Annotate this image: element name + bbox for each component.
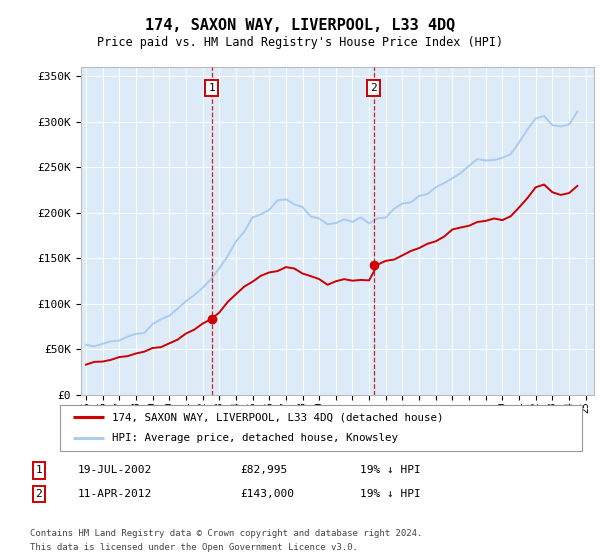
Text: 174, SAXON WAY, LIVERPOOL, L33 4DQ (detached house): 174, SAXON WAY, LIVERPOOL, L33 4DQ (deta…	[112, 412, 444, 422]
Text: 174, SAXON WAY, LIVERPOOL, L33 4DQ: 174, SAXON WAY, LIVERPOOL, L33 4DQ	[145, 18, 455, 33]
Text: 1: 1	[35, 465, 43, 475]
Text: 19-JUL-2002: 19-JUL-2002	[78, 465, 152, 475]
Text: 19% ↓ HPI: 19% ↓ HPI	[360, 465, 421, 475]
Text: Contains HM Land Registry data © Crown copyright and database right 2024.: Contains HM Land Registry data © Crown c…	[30, 529, 422, 538]
Text: 19% ↓ HPI: 19% ↓ HPI	[360, 489, 421, 499]
Text: £82,995: £82,995	[240, 465, 287, 475]
Text: £143,000: £143,000	[240, 489, 294, 499]
Text: HPI: Average price, detached house, Knowsley: HPI: Average price, detached house, Know…	[112, 433, 398, 444]
Text: 11-APR-2012: 11-APR-2012	[78, 489, 152, 499]
Text: 2: 2	[370, 83, 377, 93]
Text: 1: 1	[208, 83, 215, 93]
Text: This data is licensed under the Open Government Licence v3.0.: This data is licensed under the Open Gov…	[30, 543, 358, 552]
FancyBboxPatch shape	[60, 405, 582, 451]
Text: Price paid vs. HM Land Registry's House Price Index (HPI): Price paid vs. HM Land Registry's House …	[97, 36, 503, 49]
Text: 2: 2	[35, 489, 43, 499]
